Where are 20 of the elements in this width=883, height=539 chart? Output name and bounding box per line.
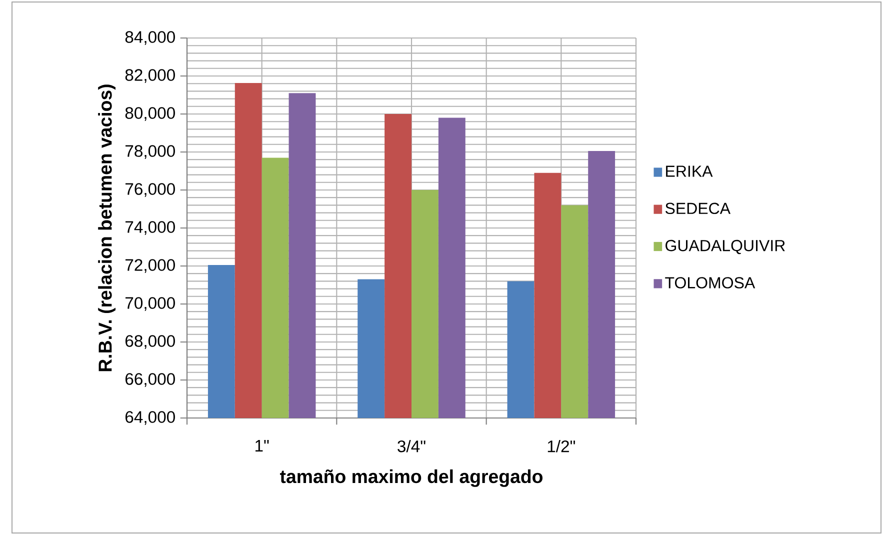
y-tick-label: 66,000 — [125, 373, 175, 387]
x-tick-label: 1" — [256, 440, 269, 452]
y-tick-label: 82,000 — [125, 69, 175, 83]
x-axis-title: tamaño maximo del agregado — [280, 469, 542, 487]
y-tick-label: 72,000 — [126, 259, 175, 273]
y-tick-label: 64,000 — [125, 411, 175, 425]
y-tick-label: 74,000 — [126, 221, 175, 235]
x-tick-label: 3/4" — [398, 440, 426, 452]
y-axis-title: R.B.V. (relacion betumen vacios) — [98, 84, 116, 372]
legend-label: SEDECA — [665, 202, 731, 214]
x-tick-label: 1/2" — [548, 440, 575, 452]
y-tick-label: 80,000 — [125, 107, 175, 121]
y-tick-label: 70,000 — [126, 297, 175, 311]
y-tick-label: 84,000 — [125, 31, 175, 45]
legend-label: GUADALQUIVIR — [666, 240, 785, 254]
legend-label: ERIKA — [666, 166, 713, 177]
legend-label: TOLOMOSA — [665, 277, 756, 288]
y-tick-label: 68,000 — [125, 335, 175, 349]
y-tick-label: 78,000 — [126, 145, 175, 159]
y-tick-label: 76,000 — [126, 183, 175, 197]
